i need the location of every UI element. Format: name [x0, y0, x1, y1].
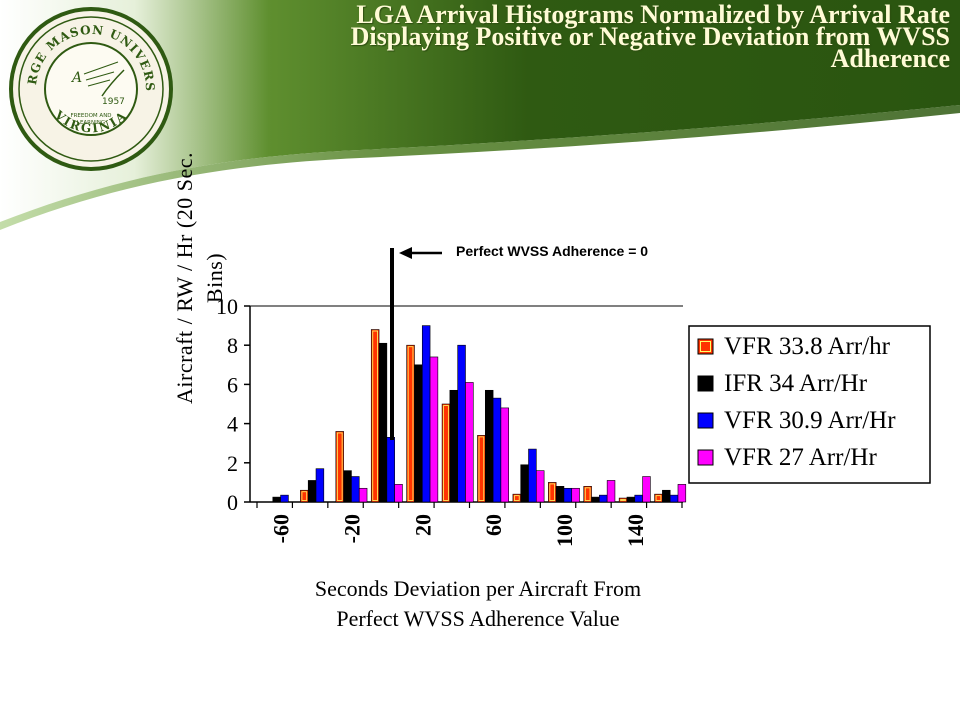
bar-series [272, 325, 687, 503]
x-axis-label-line-1: Seconds Deviation per Aircraft From [314, 576, 642, 601]
bar-3-9 [606, 480, 616, 503]
bar-2-9 [599, 494, 608, 503]
bar-highlight [301, 491, 308, 501]
bar-2-1 [315, 468, 325, 503]
bar-2-8 [563, 487, 573, 503]
chart-legend: VFR 33.8 Arr/hr IFR 34 Arr/Hr VFR 30.9 Arr… [688, 325, 931, 484]
bar-1-1 [307, 480, 317, 503]
legend-label: VFR 30.9 Arr/Hr [724, 407, 896, 434]
bar-3-2 [358, 487, 368, 503]
bar-1-0 [272, 496, 281, 503]
svg-text:LEARNING: LEARNING [77, 120, 105, 126]
legend-swatch [697, 449, 714, 466]
bar-highlight [655, 495, 662, 501]
bar-0-2 [335, 431, 344, 503]
y-tick-label: 8 [227, 333, 238, 358]
title-line-3: Adherence [830, 44, 950, 73]
bar-3-5 [465, 382, 474, 503]
bar-1-5 [449, 389, 458, 503]
x-tick-label: 140 [623, 514, 648, 547]
bar-2-6 [492, 397, 502, 503]
legend-label: IFR 34 Arr/Hr [724, 370, 868, 397]
bar-1-8 [555, 486, 565, 503]
bar-3-4 [429, 356, 439, 503]
legend-label: VFR 33.8 Arr/hr [724, 333, 891, 360]
x-tick-label: 100 [552, 514, 577, 547]
bar-highlight [372, 330, 378, 501]
legend-box [688, 325, 931, 484]
bar-highlight [478, 436, 485, 501]
y-axis-label-line-2: Bins) [202, 252, 227, 304]
bar-highlight [514, 495, 520, 501]
legend-swatch [697, 412, 714, 429]
bar-3-8 [571, 487, 580, 503]
bar-highlight [443, 405, 449, 501]
bar-2-0 [280, 494, 289, 503]
zero-adherence-annotation: Perfect WVSS Adherence = 0 [456, 243, 649, 259]
bar-1-4 [414, 364, 423, 503]
bar-1-2 [343, 470, 352, 503]
bar-1-10 [626, 496, 636, 503]
bar-highlight [407, 346, 414, 501]
y-axis-label-line-1: Aircraft / RW / Hr (20 Sec. [172, 152, 197, 404]
university-seal-logo: GEORGE MASON UNIVERSITY VIRGINIA A 1957 … [6, 4, 173, 171]
bar-highlight [620, 499, 626, 501]
svg-text:A: A [70, 70, 82, 86]
title-line-1: LGA Arrival Histograms Normalized by Arr… [356, 0, 950, 29]
legend-swatch-highlight [700, 341, 711, 352]
bar-1-7 [520, 464, 529, 503]
bar-2-10 [634, 494, 643, 503]
bar-2-11 [669, 494, 679, 503]
bar-highlight [584, 487, 591, 501]
bar-highlight [549, 483, 556, 501]
svg-text:FREEDOM AND: FREEDOM AND [70, 113, 111, 119]
arrow-left-icon [399, 247, 442, 259]
bar-3-6 [500, 407, 509, 503]
x-tick-label: 60 [481, 514, 506, 536]
bar-2-2 [351, 476, 360, 503]
bar-2-5 [457, 344, 466, 503]
y-tick-label: 0 [227, 490, 238, 515]
bar-3-7 [536, 470, 545, 503]
y-axis-label: Aircraft / RW / Hr (20 Sec. Bins) [170, 118, 230, 438]
y-tick-label: 6 [227, 372, 238, 397]
x-tick-label: -20 [339, 514, 364, 543]
bar-1-6 [484, 389, 494, 503]
bar-2-4 [421, 325, 431, 503]
bar-3-3 [394, 484, 403, 503]
legend-label: VFR 27 Arr/Hr [724, 444, 877, 471]
x-tick-label: 20 [410, 514, 435, 536]
slide-title: LGA Arrival Histograms Normalized by Arr… [190, 0, 950, 73]
x-tick-label: -60 [269, 514, 294, 543]
legend-swatch [697, 375, 714, 392]
bar-1-11 [662, 489, 671, 503]
legend-swatch [697, 338, 714, 355]
y-tick-label: 4 [227, 412, 238, 437]
svg-text:1957: 1957 [102, 97, 125, 107]
x-axis-ticks: -60 -20 20 60 100 140 [256, 502, 683, 547]
y-axis-ticks: 0 2 4 6 8 10 [216, 294, 250, 515]
bar-2-7 [528, 448, 537, 503]
bar-3-10 [642, 476, 651, 503]
bar-0-9 [583, 486, 592, 503]
bar-3-11 [677, 484, 687, 503]
title-line-2: Displaying Positive or Negative Deviatio… [350, 22, 950, 51]
y-tick-label: 10 [216, 294, 238, 319]
header-banner [0, 0, 960, 230]
bar-1-3 [378, 342, 388, 503]
bar-2-3 [386, 437, 395, 503]
bar-highlight [336, 432, 343, 501]
y-tick-label: 2 [227, 451, 238, 476]
bar-1-9 [591, 496, 600, 503]
x-axis-label-line-2: Perfect WVSS Adherence Value [336, 606, 620, 631]
